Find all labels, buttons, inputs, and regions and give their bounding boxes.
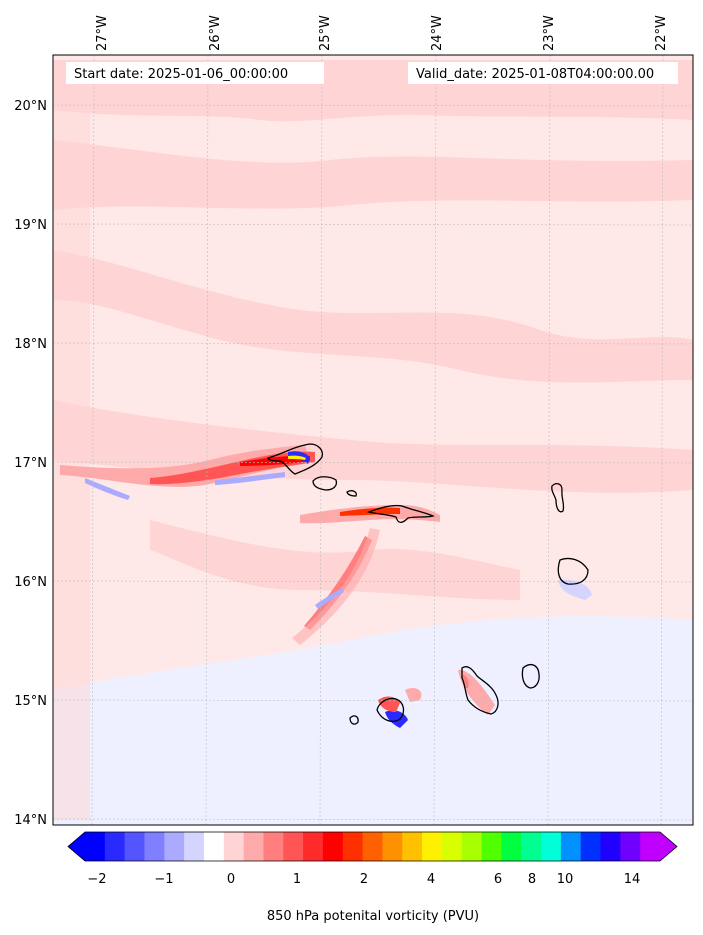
pv-streak-diagonal-light <box>292 528 380 645</box>
colorbar-segment <box>104 832 126 861</box>
colorbar-extend-min <box>68 832 85 861</box>
colorbar-segment <box>223 832 245 861</box>
colorbar-tick-label: 0 <box>227 872 235 887</box>
colorbar-tick-label: −2 <box>87 872 106 887</box>
colorbar <box>67 831 678 862</box>
lon-label: 26°W <box>208 15 223 51</box>
negative-pv-streak <box>85 478 130 500</box>
colorbar-tick-label: 1 <box>293 872 301 887</box>
lat-label: 18°N <box>14 337 47 352</box>
colorbar-segment <box>541 832 562 861</box>
colorbar-segment <box>243 832 264 861</box>
colorbar-tick-label: 4 <box>427 872 435 887</box>
pv-patch-fogo-east <box>405 688 422 702</box>
lon-label: 22°W <box>654 15 669 51</box>
negative-pv-streak <box>215 472 285 485</box>
coastline-maio <box>521 663 540 689</box>
colorbar-segment <box>203 832 225 861</box>
colorbar-segment <box>382 832 403 861</box>
coastline-santiago <box>461 666 499 715</box>
colorbar-segment <box>640 832 661 861</box>
map-frame <box>52 54 694 826</box>
light-positive-pv-band <box>53 60 90 820</box>
colorbar-extend-max <box>660 832 677 861</box>
lat-label: 14°N <box>14 813 47 828</box>
lat-label: 19°N <box>14 218 47 233</box>
coastline-brava <box>349 715 359 725</box>
colorbar-segment <box>481 832 502 861</box>
coastline-santa-luzia <box>346 490 358 497</box>
colorbar-segment <box>521 832 542 861</box>
pv-shear-line-north <box>60 445 310 487</box>
start-date-label: Start date: 2025-01-06_00:00:00 <box>74 67 288 82</box>
colorbar-segment <box>620 832 641 861</box>
colorbar-segment <box>461 832 483 861</box>
lon-label: 27°W <box>95 15 110 51</box>
coastline-santo-antao <box>266 443 324 475</box>
light-positive-pv-band <box>53 140 693 210</box>
lon-label: 24°W <box>430 15 445 51</box>
coastline-sao-nicolau <box>366 504 435 524</box>
colorbar-outline <box>67 831 678 862</box>
map-panel: Start date: 2025-01-06_00:00:00 Valid_da… <box>53 55 693 825</box>
light-positive-pv-band <box>53 250 693 383</box>
colorbar-tick-label: 6 <box>494 872 502 887</box>
island-coastlines <box>266 443 589 725</box>
colorbar-segment <box>402 832 423 861</box>
weak-negative-pv-region <box>53 616 693 825</box>
colorbar-segment <box>501 832 522 861</box>
colorbar-segment <box>85 832 106 861</box>
colorbar-segment <box>184 832 205 861</box>
colorbar-segment <box>322 832 344 861</box>
negative-pv-patch <box>558 579 592 600</box>
pv-maximum-yellow <box>288 455 306 460</box>
colorbar-segment <box>441 832 463 861</box>
colorbar-tick-label: −1 <box>154 872 173 887</box>
lat-label: 15°N <box>14 694 47 709</box>
colorbar-ticks: −2 −1 0 1 2 4 6 8 10 14 <box>87 872 640 887</box>
light-positive-pv-band <box>150 520 520 600</box>
colorbar-segment <box>164 832 185 861</box>
valid-date-label: Valid_date: 2025-01-08T04:00:00.00 <box>416 67 654 82</box>
start-date-box <box>66 62 324 84</box>
colorbar-segment <box>303 832 324 861</box>
lon-label: 23°W <box>542 15 557 51</box>
coastline-sal <box>551 483 565 513</box>
colorbar-tick-label: 8 <box>528 872 536 887</box>
lat-label: 20°N <box>14 99 47 114</box>
colorbar-segment <box>600 832 621 861</box>
colorbar-segment <box>580 832 602 861</box>
lat-label: 16°N <box>14 575 47 590</box>
coastline-sao-vicente <box>312 476 338 491</box>
longitude-labels: 27°W 26°W 25°W 24°W 23°W 22°W <box>95 15 669 51</box>
colorbar-tick-label: 2 <box>360 872 368 887</box>
lat-label: 17°N <box>14 456 47 471</box>
colorbar-segment <box>263 832 284 861</box>
gridlines <box>53 55 693 825</box>
negative-pv-streak <box>315 588 344 609</box>
colorbar-tick-label: 10 <box>557 872 574 887</box>
colorbar-tick-label: 14 <box>624 872 641 887</box>
colorbar-segment <box>283 832 304 861</box>
colorbar-segment <box>422 832 443 861</box>
valid-date-box <box>408 62 678 84</box>
coastline-fogo <box>376 697 405 722</box>
latitude-labels: 20°N 19°N 18°N 17°N 16°N 15°N 14°N <box>14 99 47 828</box>
coastline-boa-vista <box>557 557 589 585</box>
colorbar-segment <box>144 832 165 861</box>
colorbar-segment <box>124 832 145 861</box>
colorbar-segment <box>560 832 582 861</box>
colorbar-segment <box>342 832 364 861</box>
lon-label: 25°W <box>318 15 333 51</box>
colorbar-title: 850 hPa potenital vorticity (PVU) <box>267 909 479 924</box>
colorbar-segment <box>362 832 383 861</box>
